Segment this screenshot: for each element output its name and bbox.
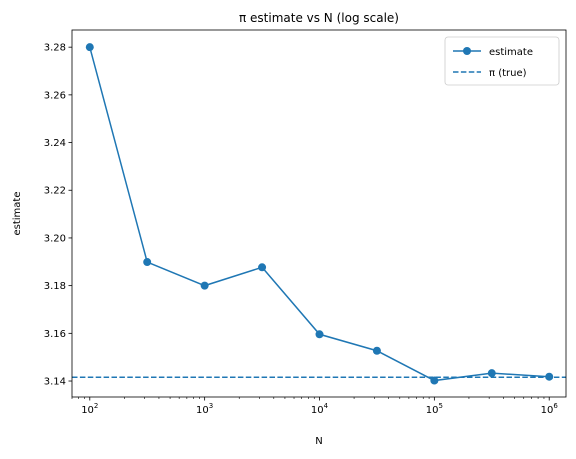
y-axis-label: estimate xyxy=(12,191,23,235)
legend-estimate-label: estimate xyxy=(489,47,533,58)
y-axis: 3.14 3.16 3.18 3.20 3.22 3.24 3.26 3.28 xyxy=(44,43,72,388)
y-tick-label: 3.26 xyxy=(44,90,66,101)
estimate-point xyxy=(430,376,439,385)
y-tick-label: 3.18 xyxy=(44,281,66,292)
legend-true-label: π (true) xyxy=(489,68,527,79)
legend-estimate-marker xyxy=(463,47,471,55)
legend: estimate π (true) xyxy=(444,36,560,86)
y-tick-label: 3.28 xyxy=(44,43,66,54)
y-tick-label: 3.24 xyxy=(44,138,66,149)
estimate-point xyxy=(143,258,152,267)
estimate-point xyxy=(545,372,554,381)
chart-title: π estimate vs N (log scale) xyxy=(239,11,399,25)
estimate-point xyxy=(85,43,94,52)
x-tick-label: 104 xyxy=(311,402,329,416)
plot-area xyxy=(71,29,567,398)
x-tick-label: 105 xyxy=(426,402,443,416)
axes-frame xyxy=(71,29,567,398)
estimate-point xyxy=(200,281,209,290)
x-axis-label: N xyxy=(315,436,322,447)
y-tick-label: 3.16 xyxy=(44,329,66,340)
estimate-point xyxy=(487,369,496,378)
y-tick-label: 3.20 xyxy=(44,233,66,244)
x-tick-label: 102 xyxy=(81,402,98,416)
estimate-point xyxy=(258,263,267,272)
x-tick-label: 103 xyxy=(196,402,213,416)
legend-box xyxy=(444,36,560,86)
y-tick-label: 3.22 xyxy=(44,186,66,197)
estimate-point xyxy=(372,346,381,355)
y-tick-label: 3.14 xyxy=(44,377,66,388)
x-axis: 102 103 104 105 106 xyxy=(71,397,559,416)
x-tick-label: 106 xyxy=(541,402,559,416)
estimate-point xyxy=(315,330,324,339)
